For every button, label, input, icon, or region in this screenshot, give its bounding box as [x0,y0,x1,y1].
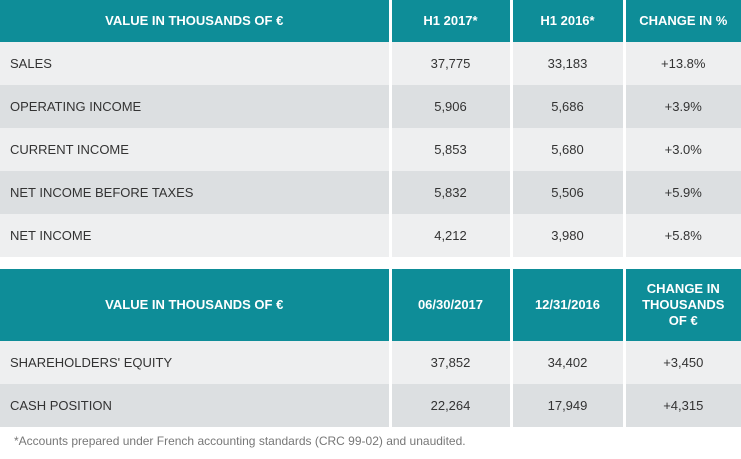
table-cell: +13.8% [622,42,741,85]
table-cell: 37,775 [388,42,511,85]
table-row: CURRENT INCOME 5,853 5,680 +3.0% [0,128,741,171]
table-cell: 5,832 [388,171,511,214]
table-row: NET INCOME 4,212 3,980 +5.8% [0,214,741,257]
table-cell: 37,852 [388,341,511,384]
table-row: OPERATING INCOME 5,906 5,686 +3.9% [0,85,741,128]
table-row: NET INCOME BEFORE TAXES 5,832 5,506 +5.9… [0,171,741,214]
row-label: CASH POSITION [0,384,390,427]
column-header: H1 2017* [388,0,511,42]
row-label: OPERATING INCOME [0,85,390,128]
table-cell: 33,183 [509,42,624,85]
balance-table: VALUE IN THOUSANDS OF € 06/30/2017 12/31… [0,269,741,427]
column-header: VALUE IN THOUSANDS OF € [0,0,390,42]
table-cell: +3,450 [622,341,741,384]
table-cell: 5,906 [388,85,511,128]
table-header-row: VALUE IN THOUSANDS OF € H1 2017* H1 2016… [0,0,741,42]
column-header: CHANGE IN % [622,0,741,42]
table-header-row: VALUE IN THOUSANDS OF € 06/30/2017 12/31… [0,269,741,341]
column-header: H1 2016* [509,0,624,42]
table-row: SHAREHOLDERS' EQUITY 37,852 34,402 +3,45… [0,341,741,384]
row-label: CURRENT INCOME [0,128,390,171]
table-cell: 17,949 [509,384,624,427]
income-table: VALUE IN THOUSANDS OF € H1 2017* H1 2016… [0,0,741,257]
table-row: CASH POSITION 22,264 17,949 +4,315 [0,384,741,427]
column-header: 12/31/2016 [509,269,624,341]
table-cell: 5,686 [509,85,624,128]
table-cell: +5.9% [622,171,741,214]
table-cell: 22,264 [388,384,511,427]
table-cell: +3.0% [622,128,741,171]
row-label: SHAREHOLDERS' EQUITY [0,341,390,384]
table-cell: 5,853 [388,128,511,171]
row-label: NET INCOME [0,214,390,257]
table-cell: 3,980 [509,214,624,257]
table-cell: 4,212 [388,214,511,257]
table-cell: 5,680 [509,128,624,171]
footnote: *Accounts prepared under French accounti… [14,434,466,448]
row-label: NET INCOME BEFORE TAXES [0,171,390,214]
column-header: CHANGE IN THOUSANDS OF € [622,269,741,341]
column-header: VALUE IN THOUSANDS OF € [0,269,390,341]
table-cell: +3.9% [622,85,741,128]
table-cell: +5.8% [622,214,741,257]
table-cell: 5,506 [509,171,624,214]
column-header: 06/30/2017 [388,269,511,341]
table-row: SALES 37,775 33,183 +13.8% [0,42,741,85]
table-cell: +4,315 [622,384,741,427]
row-label: SALES [0,42,390,85]
table-cell: 34,402 [509,341,624,384]
